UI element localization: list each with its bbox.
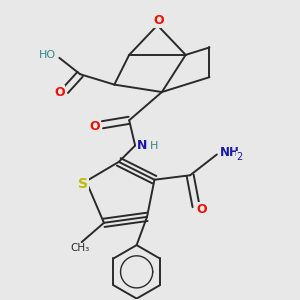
- Text: O: O: [197, 203, 207, 216]
- Text: NH: NH: [220, 146, 240, 160]
- Text: O: O: [54, 85, 65, 98]
- Text: S: S: [78, 177, 88, 191]
- Text: 2: 2: [236, 152, 242, 162]
- Text: N: N: [136, 139, 147, 152]
- Text: H: H: [150, 140, 158, 151]
- Text: O: O: [154, 14, 164, 27]
- Text: O: O: [90, 120, 100, 133]
- Text: CH₃: CH₃: [70, 243, 90, 253]
- Text: HO: HO: [39, 50, 56, 60]
